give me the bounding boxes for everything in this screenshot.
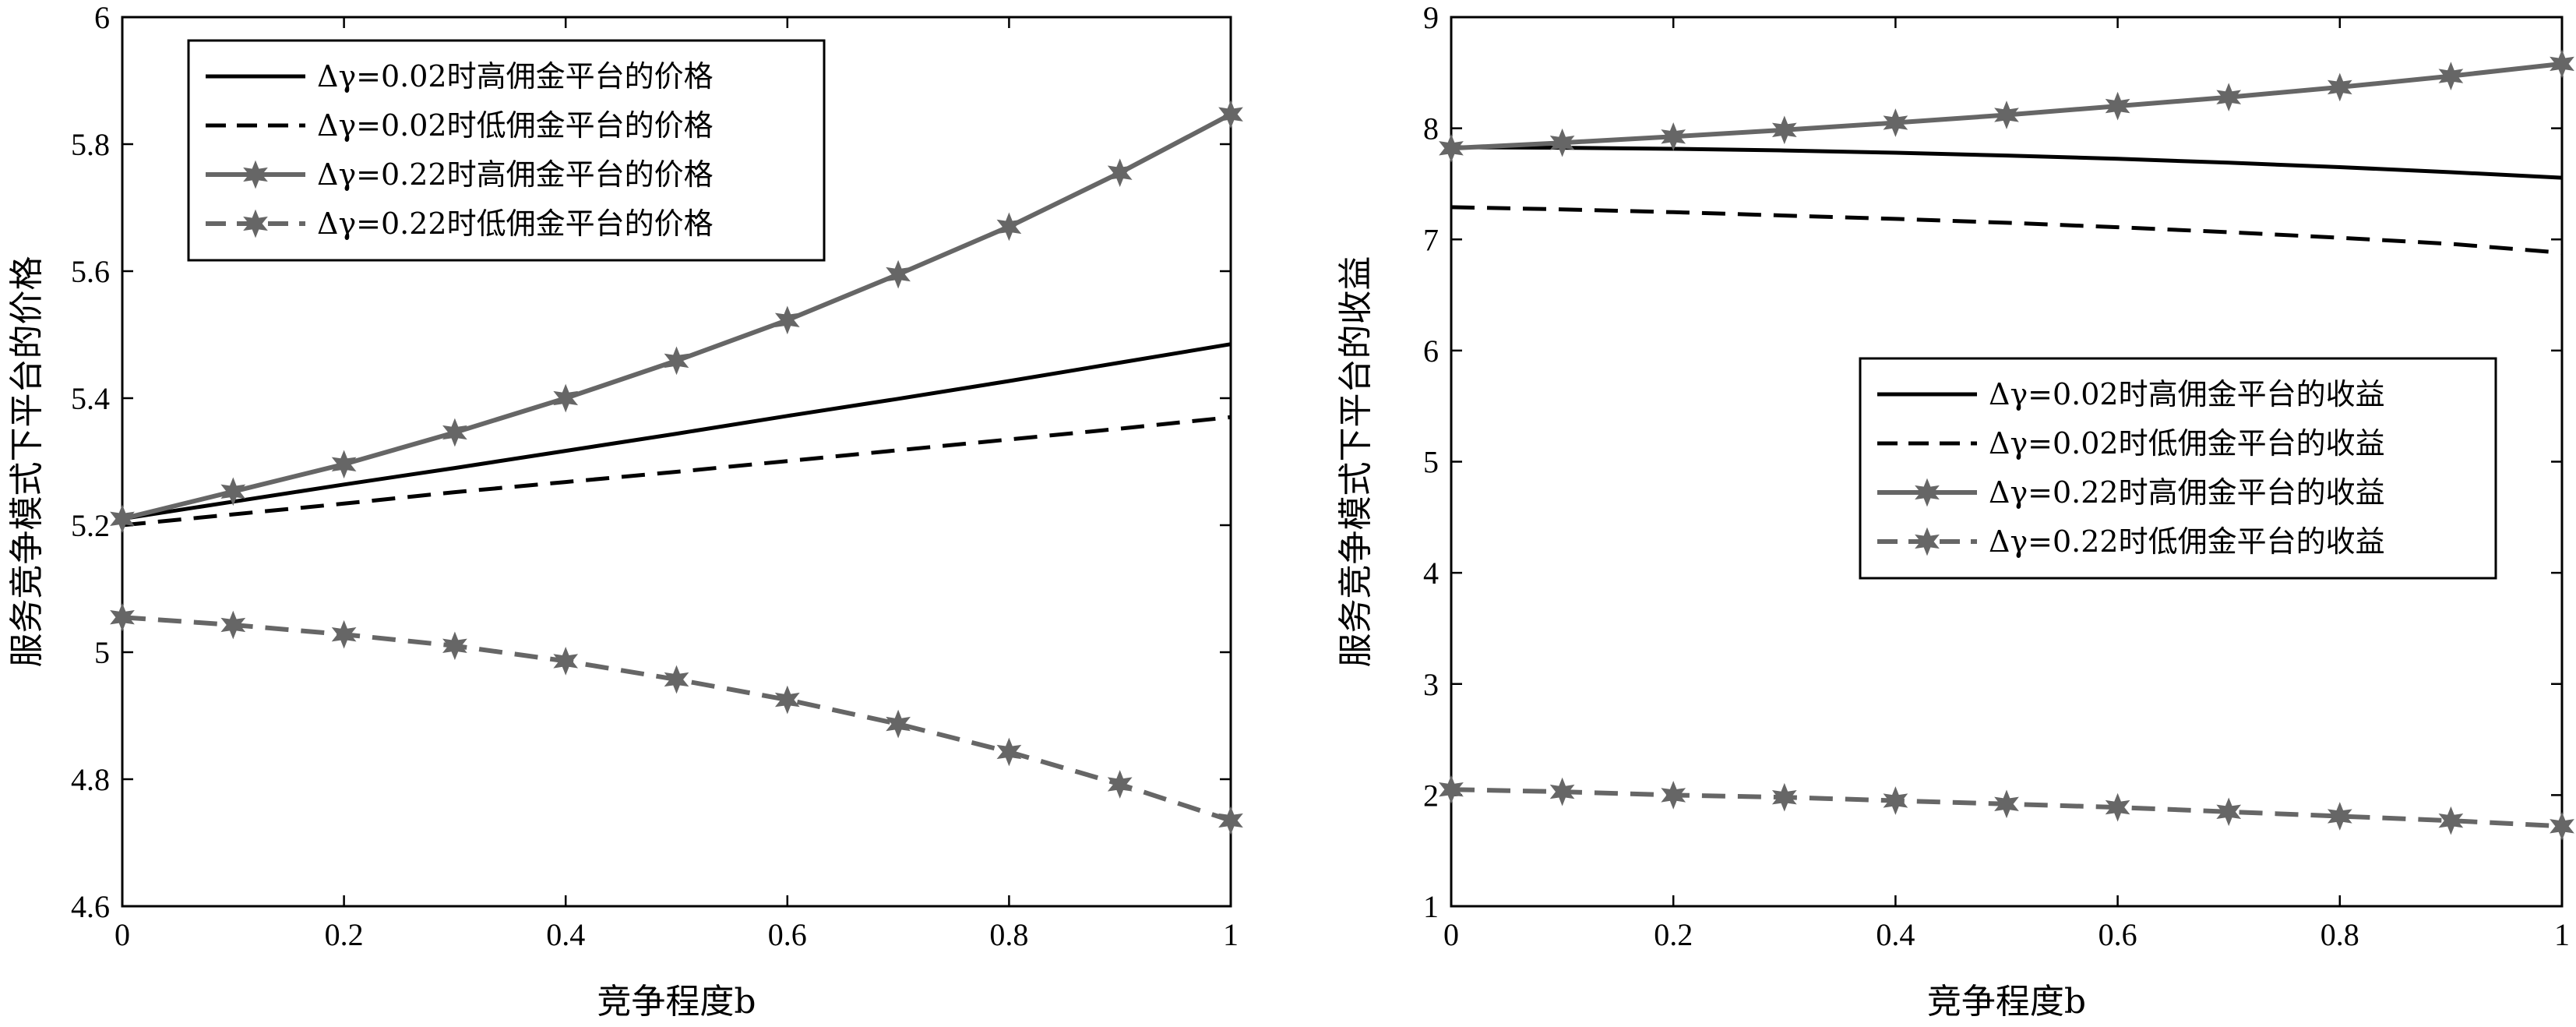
x-tick-label: 0 <box>115 917 130 952</box>
y-tick-label: 4 <box>1423 556 1439 591</box>
y-tick-label: 8 <box>1423 111 1439 146</box>
series-point-2 <box>1771 115 1797 145</box>
legend-marker-2 <box>243 160 268 189</box>
series-point-3 <box>1661 781 1686 810</box>
y-tick-label: 5.8 <box>71 127 110 162</box>
series-point-3 <box>2550 811 2574 841</box>
series-point-3 <box>1439 775 1464 804</box>
series-point-3 <box>1771 782 1797 812</box>
series-point-3 <box>664 665 689 694</box>
series-point-2 <box>553 383 579 413</box>
x-tick-label: 0.2 <box>325 917 364 952</box>
x-tick-label: 0.6 <box>768 917 807 952</box>
series-point-2 <box>331 450 357 479</box>
y-tick-label: 5.6 <box>71 254 110 289</box>
x-tick-label: 0 <box>1443 917 1459 952</box>
x-tick-label: 0.2 <box>1654 917 1693 952</box>
legend-label-1: Δγ=0.02时低佣金平台的价格 <box>317 108 714 143</box>
legend-label-0: Δγ=0.02时高佣金平台的价格 <box>317 59 714 94</box>
series-point-3 <box>1549 777 1575 806</box>
series-point-2 <box>2327 72 2352 102</box>
y-tick-label: 3 <box>1423 667 1439 702</box>
series-point-2 <box>220 477 246 506</box>
series-point-2 <box>1994 101 2019 129</box>
x-axis-title: 竞争程度b <box>1927 982 2086 1022</box>
legend-label-1: Δγ=0.02时低佣金平台的收益 <box>1989 426 2385 461</box>
series-point-3 <box>2105 792 2130 822</box>
chart-revenue: 0 0.2 0.4 0.6 0.8 1 1 2 3 4 5 6 7 8 9 竞争程度b 服务竞争模式下平台的收益… <box>1336 0 2574 1022</box>
series-point-2 <box>2438 62 2464 90</box>
series-point-2 <box>442 418 467 447</box>
series-point-3 <box>1107 770 1133 799</box>
x-tick-label: 0.6 <box>2099 917 2137 952</box>
y-tick-label: 1 <box>1423 889 1439 924</box>
series-point-2 <box>1218 100 1243 129</box>
series-line-1 <box>1450 205 2563 255</box>
y-tick-label: 5 <box>1423 445 1439 480</box>
y-tick-label: 5 <box>94 635 110 670</box>
legend-label-3: Δγ=0.22时低佣金平台的价格 <box>317 206 714 241</box>
x-tick-label: 1 <box>1223 917 1239 952</box>
series-point-3 <box>774 685 800 715</box>
series-point-3 <box>1218 806 1243 835</box>
y-tick-label: 5.4 <box>71 381 110 416</box>
y-tick-label: 9 <box>1423 0 1439 35</box>
x-tick-label: 1 <box>2554 917 2570 952</box>
chart-price: 0 0.2 0.4 0.6 0.8 1 4.6 4.8 5 5.2 5.4 5.6 5.8 6 竞争程度b 服… <box>7 0 1243 1022</box>
legend-label-0: Δγ=0.02时高佣金平台的收益 <box>1989 377 2385 411</box>
series-point-2 <box>1883 108 1908 137</box>
x-tick-label: 0.8 <box>989 917 1028 952</box>
series-point-2 <box>774 305 800 335</box>
series-point-3 <box>331 619 357 649</box>
series-point-2 <box>110 504 135 534</box>
series-point-3 <box>996 737 1022 767</box>
series-point-2 <box>1549 128 1575 157</box>
series-point-2 <box>996 212 1022 242</box>
legend-marker-3 <box>243 209 268 238</box>
y-tick-label: 6 <box>1423 334 1439 369</box>
series-point-3 <box>442 631 467 661</box>
series-point-2 <box>1107 158 1133 188</box>
y-tick-label: 6 <box>94 0 110 35</box>
series-point-3 <box>2327 802 2352 831</box>
series-point-2 <box>886 259 911 289</box>
series-point-3 <box>2216 797 2242 827</box>
x-axis-title: 竞争程度b <box>597 982 756 1022</box>
series-line-1 <box>122 415 1232 528</box>
legend-marker-2 <box>1915 478 1940 507</box>
y-tick-label: 4.8 <box>71 762 110 797</box>
series-point-2 <box>2550 49 2574 79</box>
y-axis-title: 服务竞争模式下平台的价格 <box>7 256 47 668</box>
x-tick-label: 0.4 <box>546 917 585 952</box>
legend-label-3: Δγ=0.22时低佣金平台的收益 <box>1989 524 2385 559</box>
series-point-3 <box>110 602 135 632</box>
y-tick-label: 7 <box>1423 222 1439 257</box>
y-tick-label: 2 <box>1423 778 1439 813</box>
legend-label-2: Δγ=0.22时高佣金平台的收益 <box>1989 475 2385 510</box>
y-tick-label: 5.2 <box>71 508 110 543</box>
series-point-2 <box>664 346 689 376</box>
y-tick-label: 4.6 <box>71 889 110 924</box>
series-line-3 <box>122 615 1232 823</box>
series-point-3 <box>2438 806 2464 835</box>
x-tick-label: 0.4 <box>1876 917 1915 952</box>
series-point-3 <box>220 610 246 640</box>
series-point-2 <box>2216 83 2242 112</box>
series-point-3 <box>886 709 911 739</box>
x-tick-label: 0.8 <box>2321 917 2359 952</box>
series-point-2 <box>1439 133 1464 163</box>
series-point-3 <box>553 647 579 676</box>
plot-area-frame <box>121 16 1232 908</box>
y-axis-title: 服务竞争模式下平台的收益 <box>1336 256 1376 668</box>
series-point-3 <box>1994 789 2019 819</box>
series-point-3 <box>1883 786 1908 815</box>
series-line-0 <box>1450 145 2563 180</box>
series-point-2 <box>1661 122 1686 151</box>
legend-marker-3 <box>1915 527 1940 556</box>
series-point-2 <box>2105 91 2130 121</box>
series-line-0 <box>122 342 1232 521</box>
legend-label-2: Δγ=0.22时高佣金平台的价格 <box>317 157 714 192</box>
